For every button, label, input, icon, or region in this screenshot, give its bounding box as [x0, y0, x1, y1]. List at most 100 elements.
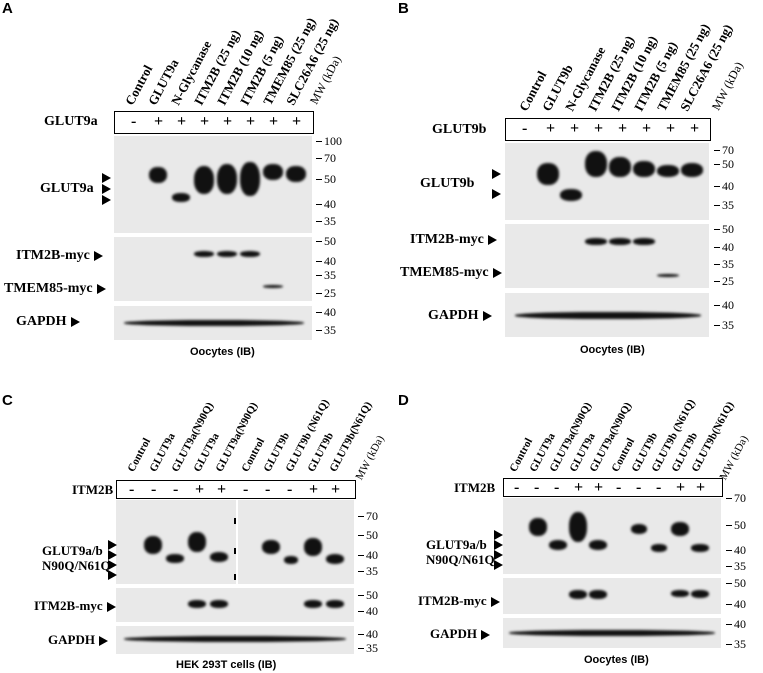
band-arrow-icon — [492, 189, 501, 199]
mw-marker: 25 — [714, 274, 734, 288]
divider-tick — [234, 574, 236, 580]
figure-caption: HEK 293T cells (IB) — [176, 659, 277, 671]
band-arrow-icon — [70, 316, 80, 327]
western-blot-glut9 — [503, 498, 721, 574]
treatment-sign: - — [151, 481, 157, 498]
band-arrow-icon — [96, 283, 106, 294]
treatment-sign: - — [131, 113, 137, 130]
mw-marker: 50 — [714, 222, 734, 236]
blot-band — [304, 538, 322, 556]
blot-band — [633, 238, 655, 245]
band-arrow-icon — [480, 630, 490, 641]
treatment-sign: + — [666, 120, 676, 137]
treatment-row: - + + + + + + + — [114, 111, 314, 134]
blot-band — [585, 238, 607, 245]
figure-caption: Oocytes (IB) — [584, 654, 649, 666]
blot-band — [124, 636, 346, 642]
treatment-sign: + — [223, 113, 233, 130]
blot-band — [681, 163, 703, 177]
band-arrow-icon — [102, 195, 111, 205]
western-blot-gapdh — [116, 626, 354, 654]
blot-band — [284, 556, 298, 564]
treatment-sign: - — [554, 479, 560, 496]
panel-label: A — [2, 0, 13, 17]
blot-band — [240, 251, 260, 257]
blot-label: ITM2B-myc — [16, 248, 103, 264]
treatment-sign: - — [534, 479, 540, 496]
blot-band — [651, 544, 667, 552]
band-arrow-icon — [102, 173, 111, 183]
blot-band — [210, 552, 228, 562]
band-arrow-icon — [102, 184, 111, 194]
blot-band — [124, 320, 304, 326]
treatment-label: GLUT9a — [44, 114, 98, 129]
figure-caption: Oocytes (IB) — [580, 344, 645, 356]
treatment-row: - + + + + + + + — [505, 118, 711, 141]
western-blot-glut9b — [505, 143, 709, 220]
blot-band — [262, 540, 280, 554]
mw-marker: 40 — [714, 298, 734, 312]
treatment-sign: + — [246, 113, 256, 130]
treatment-label: GLUT9b — [432, 122, 487, 137]
blot-band — [286, 166, 306, 182]
band-arrow-icon — [106, 602, 116, 613]
blot-band — [263, 164, 283, 180]
mw-marker: 70 — [358, 509, 378, 523]
band-arrow-icon — [482, 310, 492, 321]
band-arrow-icon — [492, 169, 501, 179]
blot-band — [609, 238, 631, 245]
band-arrow-icon — [108, 550, 117, 560]
lane-label-mw: MW (kDa) — [353, 433, 387, 482]
blot-band — [560, 189, 582, 201]
treatment-sign: + — [570, 120, 580, 137]
blot-band — [569, 590, 587, 599]
treatment-sign: - — [616, 479, 622, 496]
treatment-sign: - — [514, 479, 520, 496]
blot-band — [304, 600, 322, 608]
western-blot-glut9 — [116, 500, 354, 584]
treatment-sign: - — [173, 481, 179, 498]
treatment-sign: + — [331, 481, 341, 498]
western-blot-myc — [114, 237, 312, 301]
blot-divider — [236, 500, 238, 651]
blot-band — [144, 536, 162, 554]
band-arrow-icon — [108, 570, 117, 580]
mw-marker: 50 — [726, 518, 746, 532]
blot-label: GLUT9b — [420, 176, 475, 191]
treatment-sign: + — [618, 120, 628, 137]
mw-marker: 35 — [726, 637, 746, 651]
blot-band — [263, 285, 283, 288]
blot-band — [657, 165, 679, 177]
blot-label: TMEM85-myc — [400, 265, 502, 281]
blot-band — [657, 274, 679, 277]
treatment-sign: + — [690, 120, 700, 137]
western-blot-gapdh — [114, 306, 312, 340]
mw-marker: 100 — [316, 134, 342, 148]
blot-label: GAPDH — [428, 308, 492, 324]
mw-marker: 40 — [358, 604, 378, 618]
mw-marker: 40 — [726, 543, 746, 557]
mw-marker: 35 — [358, 641, 378, 655]
mw-marker: 35 — [316, 214, 336, 228]
band-arrow-icon — [492, 267, 502, 278]
mw-marker: 50 — [358, 528, 378, 542]
blot-label: ITM2B-myc — [418, 593, 500, 609]
mw-marker: 50 — [726, 576, 746, 590]
treatment-sign: + — [696, 479, 706, 496]
western-blot-gapdh — [503, 618, 721, 648]
treatment-sign: - — [243, 481, 249, 498]
treatment-sign: + — [292, 113, 302, 130]
mw-marker: 70 — [726, 491, 746, 505]
blot-band — [671, 590, 689, 597]
treatment-sign: + — [676, 479, 686, 496]
figure-caption: Oocytes (IB) — [190, 346, 255, 358]
treatment-sign: + — [200, 113, 210, 130]
mw-marker: 50 — [714, 157, 734, 171]
blot-band — [166, 554, 184, 563]
mw-marker: 35 — [316, 268, 336, 282]
panel-label: C — [2, 392, 13, 409]
western-blot-myc — [116, 588, 354, 622]
blot-band — [149, 167, 167, 183]
blot-band — [691, 544, 709, 552]
treatment-sign: - — [636, 479, 642, 496]
